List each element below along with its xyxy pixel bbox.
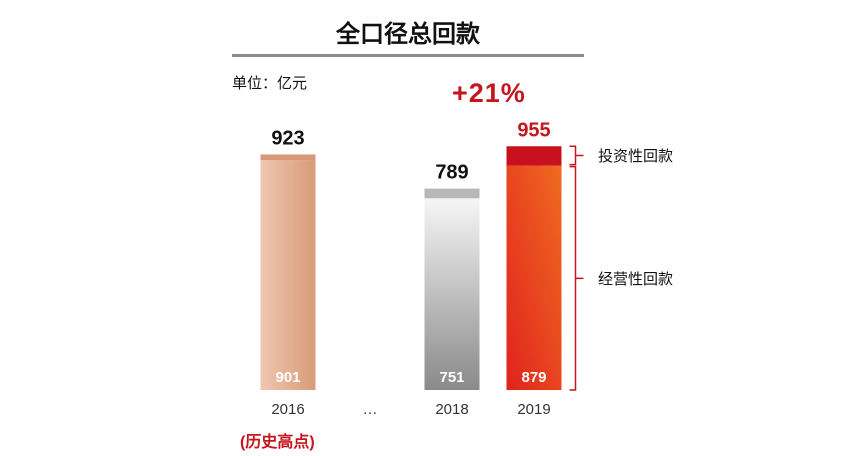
title-divider bbox=[232, 54, 584, 57]
x-tick-label: … bbox=[363, 401, 378, 418]
legend-operating-label: 经营性回款 bbox=[598, 271, 674, 289]
segment-value-label: 751 bbox=[439, 369, 464, 386]
page-title: 全口径总回款 bbox=[336, 21, 480, 48]
growth-label: +21% bbox=[452, 78, 526, 108]
bar-operating-2018 bbox=[424, 198, 480, 390]
bar-investment-2019 bbox=[506, 146, 562, 166]
x-tick-label: 2018 bbox=[435, 401, 468, 418]
segment-value-label: 901 bbox=[275, 369, 300, 386]
total-value-label: 955 bbox=[517, 119, 550, 141]
bar-operating-2019 bbox=[506, 165, 562, 390]
unit-label: 单位：亿元 bbox=[232, 75, 308, 92]
bar-investment-2018 bbox=[424, 188, 480, 199]
legend-investment-label: 投资性回款 bbox=[598, 148, 674, 166]
bar-operating-2016 bbox=[260, 160, 316, 390]
total-value-label: 789 bbox=[435, 162, 468, 184]
historical-high-note: (历史高点) bbox=[240, 434, 315, 451]
bar-investment-2016 bbox=[260, 154, 316, 161]
x-tick-label: 2016 bbox=[271, 401, 304, 418]
operating-bracket bbox=[569, 165, 584, 391]
segment-value-label: 879 bbox=[521, 369, 546, 386]
investment-bracket bbox=[569, 145, 584, 166]
x-tick-label: 2019 bbox=[517, 401, 550, 418]
total-value-label: 923 bbox=[271, 127, 304, 149]
